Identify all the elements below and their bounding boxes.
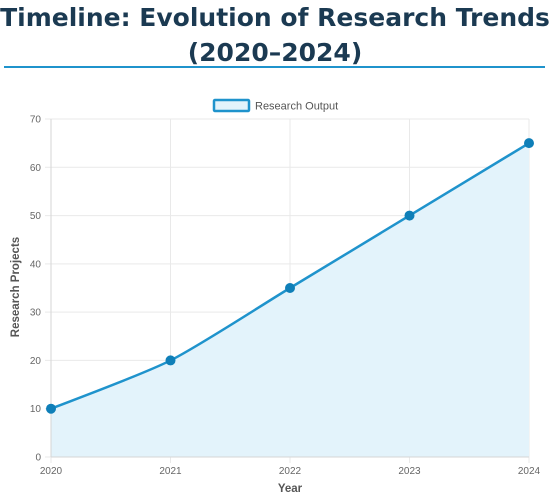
- area-layer: [51, 143, 529, 457]
- page-title: Timeline: Evolution of Research Trends (…: [0, 0, 550, 70]
- data-point: [404, 210, 415, 221]
- y-tick-label: 40: [30, 259, 42, 270]
- x-tick-label: 2021: [159, 466, 182, 477]
- y-tick-label: 70: [30, 115, 42, 126]
- point-layer: [46, 138, 534, 414]
- data-point: [46, 403, 56, 414]
- chart-title-block: Timeline: Evolution of Research Trends (…: [0, 0, 550, 70]
- label-layer: 0 10 20 30 40 50 60 70 2020 2021 2022 2023 2024: [30, 115, 541, 478]
- y-axis-title: Research Projects: [10, 237, 22, 337]
- y-tick-label: 20: [30, 356, 42, 367]
- y-tick-label: 10: [30, 404, 42, 415]
- axis-layer: [50, 119, 529, 458]
- data-point: [524, 138, 534, 149]
- y-tick-label: 50: [30, 211, 42, 222]
- x-tick-label: 2020: [40, 466, 63, 477]
- title-divider: [4, 66, 545, 68]
- series-area: [51, 143, 529, 457]
- y-tick-label: 60: [30, 163, 42, 174]
- legend[interactable]: Research Output: [212, 98, 338, 113]
- y-tick-label: 0: [35, 453, 41, 464]
- x-axis-title: Year: [278, 483, 303, 495]
- title-line-2: (2020–2024): [187, 38, 363, 67]
- legend-swatch: [212, 98, 251, 113]
- data-point: [285, 283, 295, 293]
- legend-label: Research Output: [255, 101, 338, 113]
- y-tick-label: 30: [30, 308, 42, 319]
- research-output-chart: 0 10 20 30 40 50 60 70 2020 2021 2022 2023 2024 Rese…: [10, 98, 541, 495]
- x-tick-label: 2024: [518, 466, 541, 477]
- x-tick-label: 2022: [279, 466, 302, 477]
- title-line-1: Timeline: Evolution of Research Trends: [0, 3, 550, 32]
- data-point: [165, 355, 176, 366]
- x-tick-label: 2023: [398, 466, 421, 477]
